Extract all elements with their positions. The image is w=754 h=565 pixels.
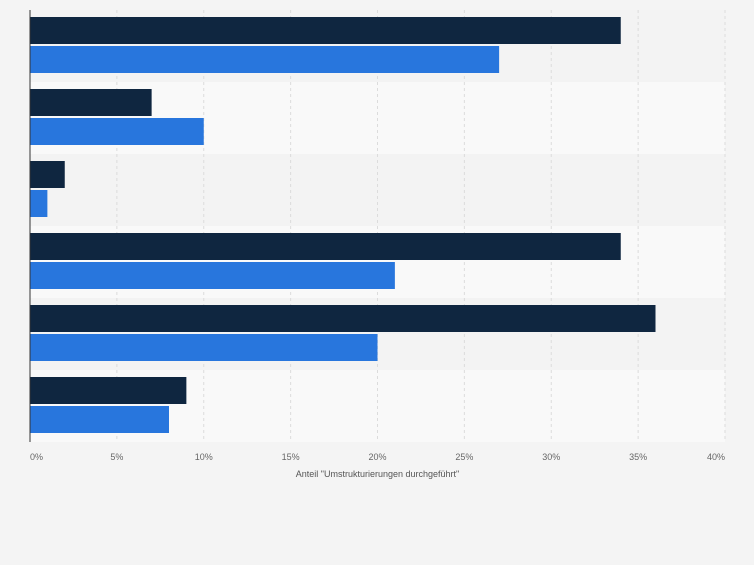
bar-series-1[interactable] bbox=[30, 89, 152, 116]
x-tick-label: 25% bbox=[455, 452, 473, 462]
x-tick-label: 40% bbox=[707, 452, 725, 462]
bar-series-1[interactable] bbox=[30, 161, 65, 188]
x-axis-label: Anteil "Umstrukturierungen durchgeführt" bbox=[296, 469, 459, 479]
bar-series-2[interactable] bbox=[30, 118, 204, 145]
x-tick-label: 0% bbox=[30, 452, 43, 462]
grid-lines bbox=[116, 10, 726, 442]
x-tick-label: 10% bbox=[195, 452, 213, 462]
bar-series-1[interactable] bbox=[30, 233, 621, 260]
bar-series-1[interactable] bbox=[30, 17, 621, 44]
x-tick-label: 20% bbox=[368, 452, 386, 462]
bar-series-2[interactable] bbox=[30, 190, 48, 217]
x-tick-label: 35% bbox=[629, 452, 647, 462]
x-tick-labels: 0% 5% 10% 15% 20% 25% 30% 35% 40% bbox=[30, 452, 725, 462]
bar-series-2[interactable] bbox=[30, 406, 169, 433]
x-tick-label: 15% bbox=[282, 452, 300, 462]
bar-series-1[interactable] bbox=[30, 305, 656, 332]
bars bbox=[30, 17, 656, 433]
bar-series-2[interactable] bbox=[30, 46, 500, 73]
x-tick-label: 30% bbox=[542, 452, 560, 462]
x-tick-label: 5% bbox=[110, 452, 123, 462]
bar-series-2[interactable] bbox=[30, 262, 395, 289]
bar-series-2[interactable] bbox=[30, 334, 378, 361]
bar-series-1[interactable] bbox=[30, 377, 187, 404]
